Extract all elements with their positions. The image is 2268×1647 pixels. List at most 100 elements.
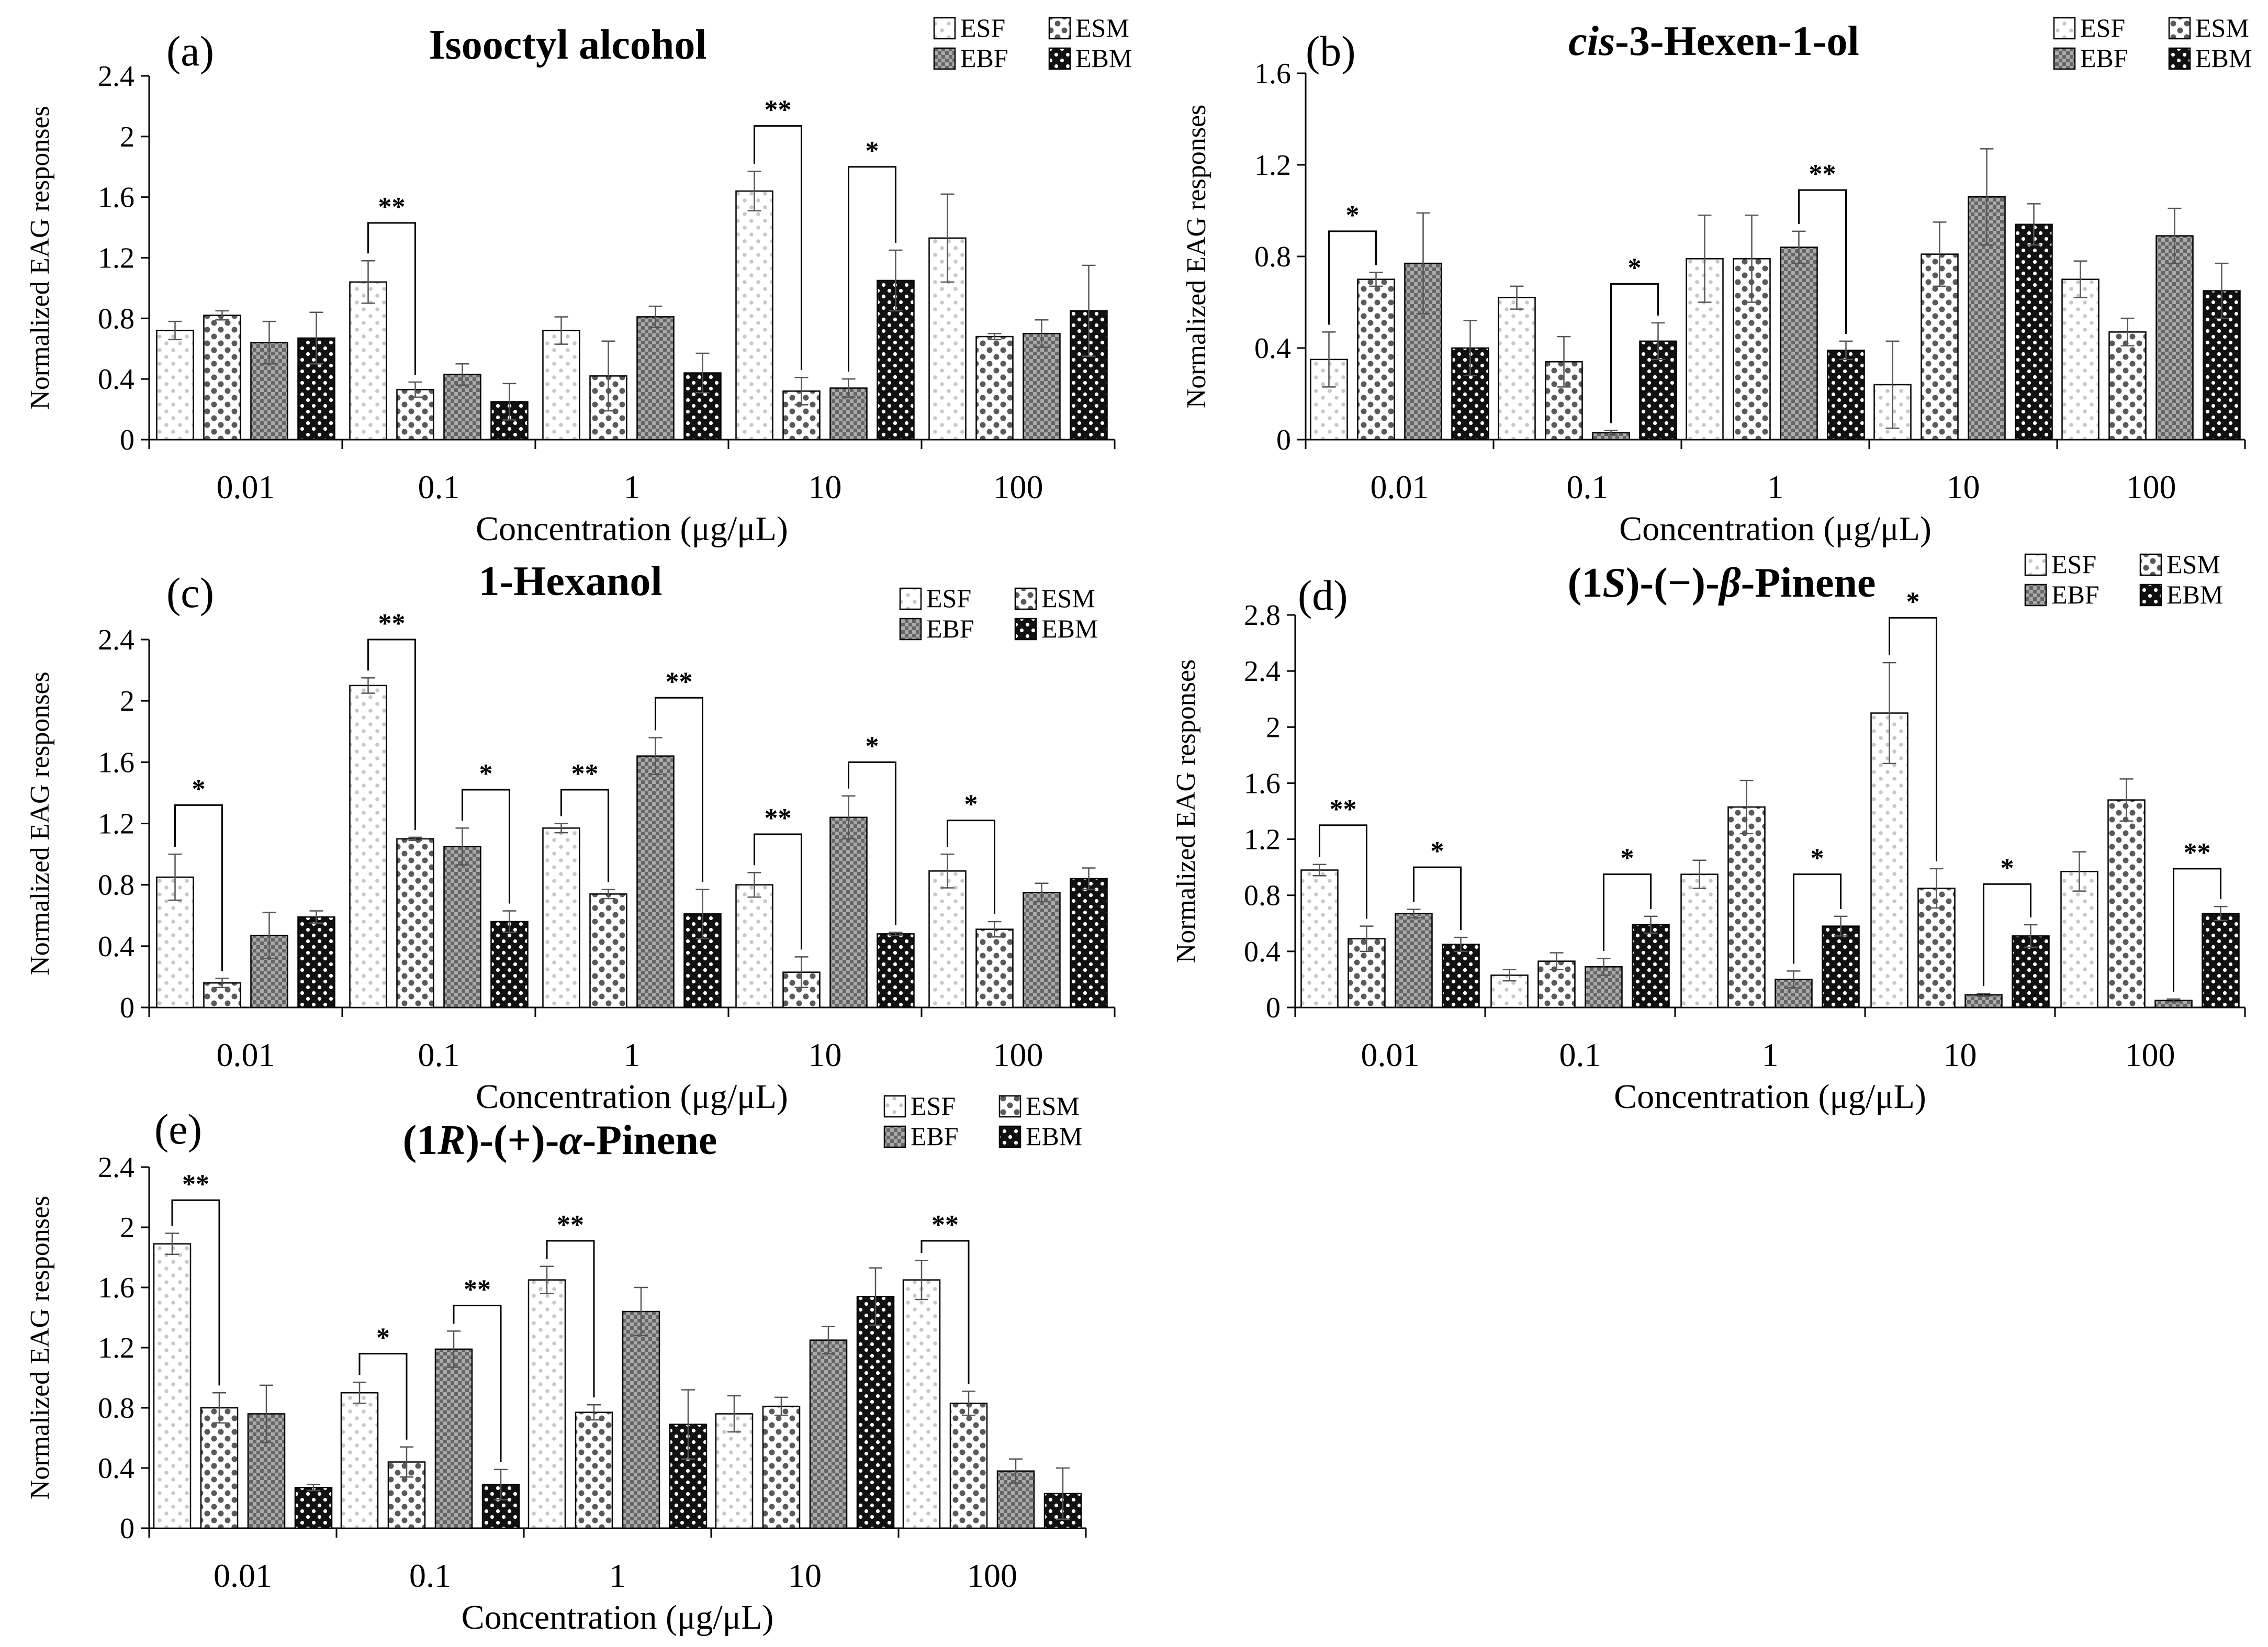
bar-ebf xyxy=(829,816,868,1009)
legend-swatch-ebm xyxy=(998,1125,1021,1148)
panel-title-part: cis xyxy=(1568,18,1615,64)
significance-bracket-line xyxy=(1983,883,2031,987)
bar-esf xyxy=(2060,870,2098,1009)
bar-ebm xyxy=(294,1487,333,1529)
y-tick-label: 0.4 xyxy=(98,931,134,963)
error-bar xyxy=(1312,864,1327,877)
bar-ebm xyxy=(490,921,529,1009)
error-bar xyxy=(1977,992,1991,997)
legend-swatch-ebm xyxy=(1014,618,1037,641)
legend-label-esm: ESM xyxy=(1075,13,1129,42)
legend-label-esm: ESM xyxy=(1026,1091,1080,1121)
panel-label: (b) xyxy=(1306,27,1356,75)
legend-swatch-ebf xyxy=(2053,47,2076,70)
y-tick-label: 1.2 xyxy=(98,808,134,841)
error-bar xyxy=(962,1391,975,1416)
legend-label-esf: ESF xyxy=(960,13,1005,42)
significance-marker: ** xyxy=(765,803,792,833)
legend-swatch-ebm xyxy=(1048,47,1071,70)
x-category-label: 10 xyxy=(1944,1036,1977,1073)
x-category-label: 0.01 xyxy=(1371,468,1429,506)
x-category-label: 0.1 xyxy=(418,468,460,506)
error-bar xyxy=(309,311,323,365)
bar-esf xyxy=(527,1279,566,1529)
panel-title: (1S)-(−)-β-Pinene xyxy=(1568,560,1876,606)
significance-bracket: ** xyxy=(367,192,416,375)
bar-esf xyxy=(928,870,967,1009)
bar-esm xyxy=(975,335,1014,441)
error-bar xyxy=(1692,859,1706,889)
significance-bracket: * xyxy=(848,136,896,372)
bar-ebm xyxy=(297,916,335,1009)
error-bar xyxy=(1035,319,1049,348)
error-bar xyxy=(1082,867,1096,890)
x-category-label: 0.1 xyxy=(409,1557,451,1594)
error-bar xyxy=(915,1260,928,1301)
significance-bracket: ** xyxy=(754,95,802,371)
significance-bracket-line xyxy=(367,222,416,375)
x-category-label: 0.01 xyxy=(217,468,275,506)
significance-marker: ** xyxy=(557,1210,584,1240)
error-bar xyxy=(1407,909,1421,918)
significance-marker: * xyxy=(1346,200,1360,230)
y-tick-label: 2 xyxy=(120,1212,134,1244)
y-tick-label: 0.4 xyxy=(1244,936,1281,968)
x-category-label: 10 xyxy=(1947,468,1980,506)
significance-bracket-line xyxy=(920,1240,970,1384)
legend-swatch-ebf xyxy=(2024,584,2047,607)
error-bar xyxy=(681,1389,695,1460)
error-bar xyxy=(2214,905,2228,922)
error-bar xyxy=(1604,430,1618,436)
bar-esm xyxy=(782,390,821,441)
x-category-label: 0.1 xyxy=(1559,1036,1601,1073)
significance-bracket-line xyxy=(367,638,416,830)
significance-bracket-line xyxy=(171,1199,220,1386)
error-bar xyxy=(2073,260,2087,298)
bar-esm xyxy=(396,838,434,1009)
significance-bracket-line xyxy=(655,697,703,882)
legend-label-ebf: EBF xyxy=(2080,43,2128,73)
bar-ebf xyxy=(1964,994,2003,1009)
y-tick-label: 2.4 xyxy=(98,1151,134,1184)
panel-title: Isooctyl alcohol xyxy=(429,22,706,68)
bar-esm xyxy=(203,982,241,1009)
y-axis-title: Normalized EAG responses xyxy=(1182,105,1211,409)
y-tick-label: 1.6 xyxy=(98,746,134,779)
error-bar xyxy=(502,910,517,933)
legend-label-ebf: EBF xyxy=(960,43,1008,73)
error-bar xyxy=(1929,868,1944,909)
significance-bracket: ** xyxy=(920,1210,970,1384)
y-tick-label: 2 xyxy=(120,685,134,718)
bar-esf xyxy=(349,281,387,441)
legend-label-ebm: EBM xyxy=(1026,1122,1082,1151)
significance-bracket: * xyxy=(1413,836,1462,931)
bar-esm xyxy=(2108,331,2147,441)
error-bar xyxy=(1082,264,1096,357)
legend-swatch-ebm xyxy=(2168,47,2191,70)
x-category-label: 10 xyxy=(788,1557,822,1594)
error-bar xyxy=(1745,215,1759,303)
legend-label-ebm: EBM xyxy=(2195,43,2252,73)
significance-bracket: * xyxy=(848,731,896,925)
significance-bracket: * xyxy=(358,1323,408,1440)
significance-marker: * xyxy=(1628,253,1642,283)
significance-bracket: * xyxy=(174,774,223,971)
y-tick-label: 1.2 xyxy=(98,1332,134,1364)
panel-title: 1-Hexanol xyxy=(478,558,662,604)
y-axis-title: Normalized EAG responses xyxy=(25,106,55,410)
legend-label-esm: ESM xyxy=(2195,13,2249,42)
significance-bracket: ** xyxy=(2173,838,2221,992)
x-axis-title: Concentration (μg/μL) xyxy=(1619,510,1932,548)
error-bar xyxy=(1787,970,1801,989)
bar-esf xyxy=(1498,297,1536,441)
y-tick-label: 2.4 xyxy=(1244,655,1281,688)
error-bar xyxy=(774,1396,788,1416)
panel-title-part: (1 xyxy=(403,1117,438,1163)
y-tick-label: 0.4 xyxy=(1254,332,1291,365)
significance-bracket: * xyxy=(1603,844,1652,951)
significance-marker: ** xyxy=(464,1275,491,1305)
error-bar xyxy=(494,1469,508,1500)
error-bar xyxy=(1510,285,1524,310)
x-category-label: 1 xyxy=(609,1557,626,1594)
legend: ESF ESM EBF EBM xyxy=(899,584,1098,643)
